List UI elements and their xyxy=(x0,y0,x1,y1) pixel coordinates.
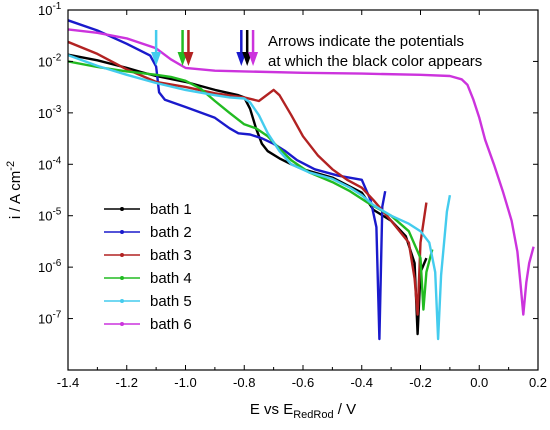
legend-label: bath 2 xyxy=(150,224,192,241)
legend-label: bath 4 xyxy=(150,270,192,287)
legend-label: bath 5 xyxy=(150,293,192,310)
x-tick-label: -1.4 xyxy=(57,375,79,390)
y-tick-exp: -6 xyxy=(52,258,61,269)
legend-marker xyxy=(120,276,124,280)
arrow-markers xyxy=(151,30,259,66)
arrow-bath-1 xyxy=(242,30,253,66)
x-tick-label: 0.0 xyxy=(470,375,488,390)
y-tick-base: 10 xyxy=(38,312,52,327)
series-line-bath-6 xyxy=(68,28,535,316)
legend-label: bath 6 xyxy=(150,316,192,333)
x-tick-label: -1.2 xyxy=(116,375,138,390)
legend-item-bath-5: bath 5 xyxy=(104,293,192,310)
y-tick-base: 10 xyxy=(38,106,52,121)
y-axis-title: i / A cm-2 xyxy=(5,161,24,219)
series-line-bath-3 xyxy=(68,40,428,316)
legend-item-bath-4: bath 4 xyxy=(104,270,192,287)
annotation-line-2: at which the black color appears xyxy=(268,53,482,70)
arrow-bath-3 xyxy=(183,30,194,66)
y-tick-label: 10-1 xyxy=(38,1,62,18)
y-tick-label: 10-7 xyxy=(38,310,62,327)
x-axis-title-main: E vs E xyxy=(250,401,293,418)
x-tick-label: -1.0 xyxy=(174,375,196,390)
x-axis-title: E vs ERedRod / V xyxy=(250,401,356,421)
legend: bath 1 bath 2 bath 3 bath 4 bath 5 bath 6 xyxy=(104,201,192,333)
y-tick-base: 10 xyxy=(38,157,52,172)
y-tick-label: 10-4 xyxy=(38,155,62,172)
y-tick-exp: -1 xyxy=(52,1,61,12)
y-tick-base: 10 xyxy=(38,209,52,224)
legend-marker xyxy=(120,207,124,211)
y-tick-base: 10 xyxy=(38,260,52,275)
legend-marker xyxy=(120,230,124,234)
y-axis-title-sup: -2 xyxy=(5,161,17,171)
y-tick-exp: -4 xyxy=(52,155,61,166)
legend-marker xyxy=(120,299,124,303)
legend-label: bath 3 xyxy=(150,247,192,264)
arrow-bath-4 xyxy=(177,30,188,66)
legend-item-bath-1: bath 1 xyxy=(104,201,192,218)
legend-label: bath 1 xyxy=(150,201,192,218)
arrow-bath-2 xyxy=(236,30,247,66)
y-tick-label: 10-3 xyxy=(38,104,62,121)
series-layer xyxy=(68,19,535,341)
x-axis-title-suffix: / V xyxy=(334,401,357,418)
y-tick-base: 10 xyxy=(38,3,52,18)
y-tick-label: 10-6 xyxy=(38,258,62,275)
x-tick-label: -0.8 xyxy=(233,375,255,390)
legend-marker xyxy=(120,253,124,257)
y-tick-exp: -2 xyxy=(52,52,61,63)
legend-item-bath-3: bath 3 xyxy=(104,247,192,264)
y-tick-exp: -5 xyxy=(52,207,61,218)
x-tick-label: -0.6 xyxy=(292,375,314,390)
legend-item-bath-2: bath 2 xyxy=(104,224,192,241)
series-line-bath-5 xyxy=(68,53,452,341)
y-tick-label: 10-2 xyxy=(38,52,62,69)
x-tick-label: 0.2 xyxy=(529,375,547,390)
arrow-bath-6 xyxy=(248,30,259,66)
legend-marker xyxy=(120,322,124,326)
x-tick-label: -0.4 xyxy=(351,375,373,390)
y-tick-base: 10 xyxy=(38,54,52,69)
y-axis-title-main: i / A cm xyxy=(7,171,24,219)
series-line-bath-1 xyxy=(68,53,428,336)
y-tick-exp: -3 xyxy=(52,104,61,115)
axis-ticks: -1.4 -1.2 -1.0 -0.8 -0.6 -0.4 -0.2 0.0 0.210-710… xyxy=(38,1,547,390)
x-tick-label: -0.2 xyxy=(409,375,431,390)
annotation-line-1: Arrows indicate the potentials xyxy=(268,33,464,50)
legend-item-bath-6: bath 6 xyxy=(104,316,192,333)
y-tick-exp: -7 xyxy=(52,310,61,321)
x-axis-title-sub: RedRod xyxy=(293,409,333,421)
y-tick-label: 10-5 xyxy=(38,207,62,224)
arrow-bath-5 xyxy=(151,30,162,66)
